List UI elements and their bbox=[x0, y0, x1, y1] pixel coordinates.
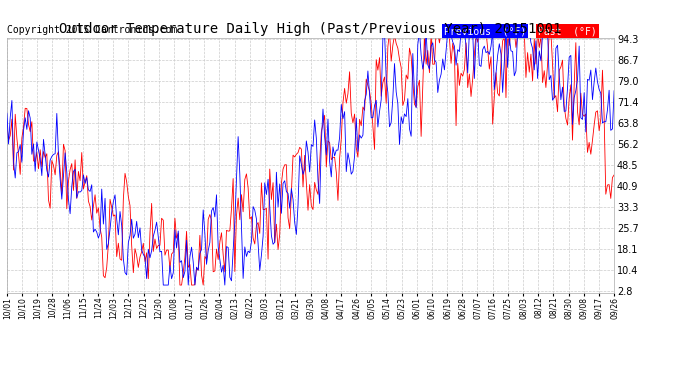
Text: Past  (°F): Past (°F) bbox=[538, 26, 597, 36]
Text: Copyright 2015 Cartronics.com: Copyright 2015 Cartronics.com bbox=[7, 25, 177, 35]
Title: Outdoor Temperature Daily High (Past/Previous Year) 20151001: Outdoor Temperature Daily High (Past/Pre… bbox=[59, 22, 562, 36]
Text: Previous  (°F): Previous (°F) bbox=[444, 26, 526, 36]
